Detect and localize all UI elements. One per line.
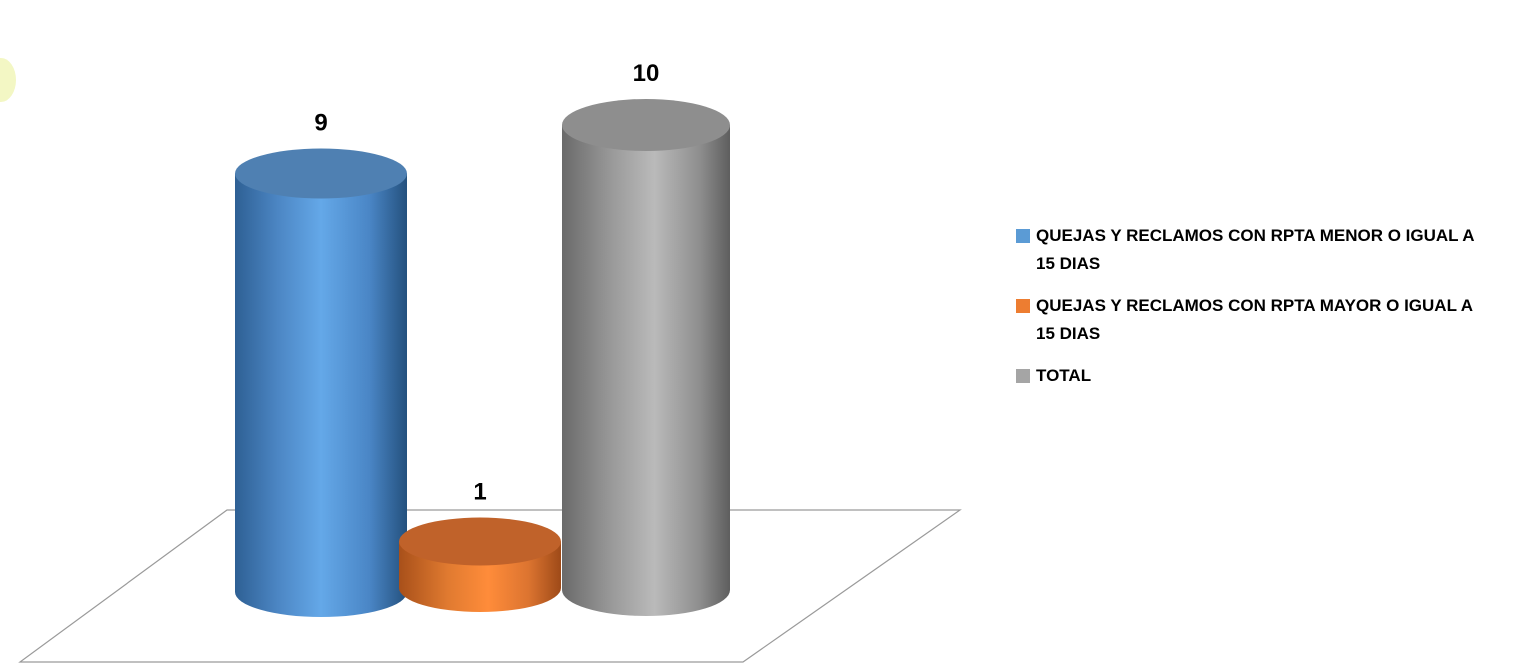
bar-top (562, 99, 730, 151)
legend-swatch (1016, 369, 1030, 383)
data-label: 1 (473, 479, 486, 506)
legend-item: QUEJAS Y RECLAMOS CON RPTA MAYOR O IGUAL… (1016, 292, 1496, 348)
data-label: 9 (314, 110, 327, 137)
bar: 1 (399, 479, 561, 612)
bar-body (562, 125, 730, 616)
legend-item: TOTAL (1016, 362, 1496, 390)
legend-item: QUEJAS Y RECLAMOS CON RPTA MENOR O IGUAL… (1016, 222, 1496, 278)
bar-body (235, 173, 407, 617)
data-label: 10 (633, 60, 660, 87)
bar-top (399, 517, 561, 566)
decorative-blob (0, 58, 16, 102)
legend-label: QUEJAS Y RECLAMOS CON RPTA MAYOR O IGUAL… (1036, 296, 1473, 343)
chart-legend: QUEJAS Y RECLAMOS CON RPTA MENOR O IGUAL… (1016, 222, 1496, 404)
legend-swatch (1016, 299, 1030, 313)
legend-label: QUEJAS Y RECLAMOS CON RPTA MENOR O IGUAL… (1036, 226, 1474, 273)
bar: 9 (235, 110, 407, 617)
bar: 10 (562, 60, 730, 616)
legend-label: TOTAL (1036, 366, 1092, 385)
legend-swatch (1016, 229, 1030, 243)
bar-top (235, 148, 407, 199)
